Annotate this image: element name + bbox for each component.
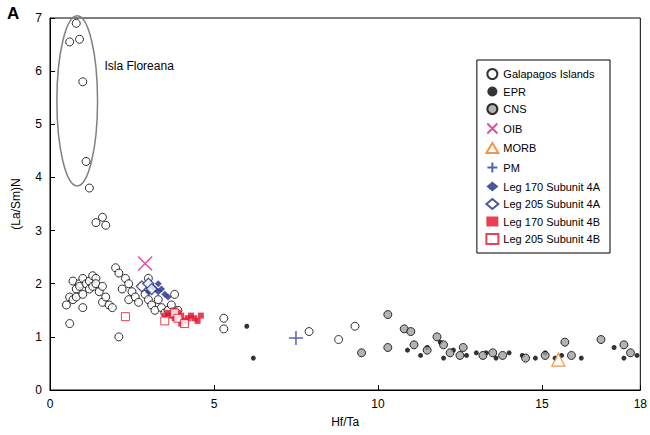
svg-text:Leg 205 Subunit 4A: Leg 205 Subunit 4A [503,198,600,210]
svg-text:EPR: EPR [503,86,526,98]
svg-text:2: 2 [35,277,42,291]
svg-text:18: 18 [634,397,648,411]
svg-text:0: 0 [47,397,54,411]
svg-text:7: 7 [35,11,42,25]
svg-text:OIB: OIB [503,123,522,135]
svg-text:MORB: MORB [503,142,536,154]
svg-text:10: 10 [371,397,385,411]
svg-text:Hf/Ta: Hf/Ta [331,415,359,429]
svg-text:0: 0 [35,383,42,397]
svg-text:(La/Sm)N: (La/Sm)N [9,178,23,229]
svg-text:Leg 170 Subunit 4A: Leg 170 Subunit 4A [503,181,600,193]
svg-text:CNS: CNS [503,103,526,115]
svg-text:4: 4 [35,170,42,184]
svg-text:3: 3 [35,224,42,238]
svg-text:Isla Floreana: Isla Floreana [104,59,174,73]
svg-text:5: 5 [211,397,218,411]
svg-text:6: 6 [35,64,42,78]
svg-text:PM: PM [503,162,519,174]
svg-text:Galapagos Islands: Galapagos Islands [503,68,595,80]
svg-text:Leg 205 Subunit 4B: Leg 205 Subunit 4B [503,233,600,245]
svg-text:1: 1 [35,330,42,344]
svg-text:5: 5 [35,117,42,131]
svg-text:15: 15 [535,397,549,411]
svg-text:Leg 170 Subunit 4B: Leg 170 Subunit 4B [503,216,600,228]
svg-text:A: A [7,4,19,23]
